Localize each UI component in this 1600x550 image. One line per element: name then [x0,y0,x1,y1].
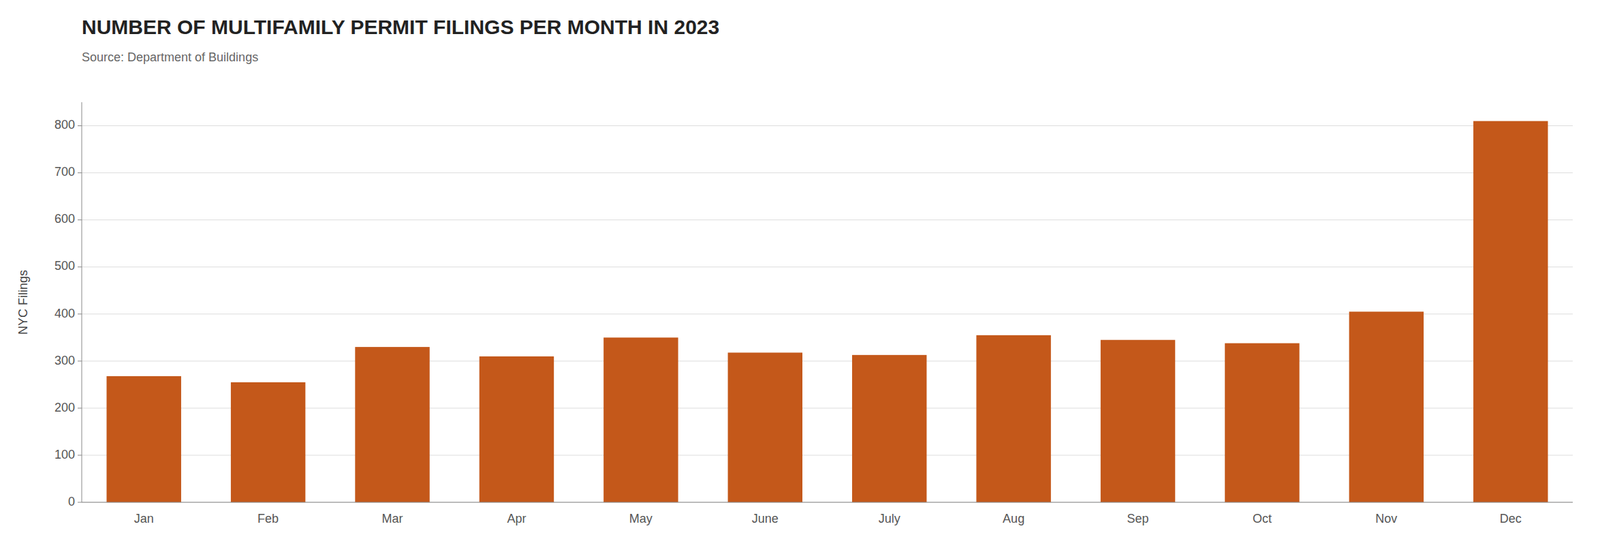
bar [479,356,554,503]
bar [354,346,430,503]
tick-mark [77,313,82,315]
background [0,0,1600,550]
bars [106,121,1548,503]
y-axis: 0 100 200 300 400 500 600 700 800 [54,102,1573,509]
tick-label: 700 [54,164,75,179]
tick-label: 0 [68,494,75,509]
tick-label: Aug [1002,511,1025,526]
tick-mark [77,172,82,174]
axis-line [81,502,1573,503]
tick-label: May [629,511,653,526]
tick-label: 800 [54,117,75,132]
tick-label: 300 [54,353,75,368]
tick-label: 100 [54,447,75,462]
grid-line [81,125,1573,127]
tick-label: 600 [54,211,75,226]
bar [852,354,927,503]
bar [728,352,803,503]
chart: NUMBER OF MULTIFAMILY PERMIT FILINGS PER… [0,0,1600,550]
title: NUMBER OF MULTIFAMILY PERMIT FILINGS PER… [81,15,720,39]
bar [230,382,306,503]
tick-label: Nov [1375,511,1398,526]
tick-mark [77,502,82,503]
bar [976,335,1051,503]
axis-line [81,102,83,503]
bar [603,337,678,503]
tick-label: Feb [257,511,279,526]
tick-label: Oct [1252,511,1272,526]
tick-mark [77,219,82,221]
tick-label: Dec [1499,511,1522,526]
tick-label: 500 [54,258,75,273]
bar [1224,343,1299,503]
tick-label: Sep [1127,511,1150,526]
tick-mark [77,407,82,409]
tick-label: June [751,511,779,526]
bar [1100,339,1175,503]
tick-label: 400 [54,306,75,321]
tick-mark [77,360,82,362]
grid-line [81,502,1573,503]
tick-label: Mar [382,511,404,526]
tick-label: Apr [506,511,526,526]
bar [1473,121,1548,503]
tick-mark [77,454,82,456]
grid-line [81,219,1573,221]
tick-label: July [878,511,901,526]
grid-line [81,172,1573,174]
bar [1349,311,1424,503]
x-axis: Jan Feb Mar Apr May June July Aug Sep Oct Nov Dec [81,502,1573,526]
axis-label: NYC Filings [16,269,30,335]
tick-mark [77,266,82,268]
subtitle: Source: Department of Buildings [81,50,259,65]
tick-label: Jan [134,511,154,526]
tick-label: 200 [54,400,75,415]
grid-line [81,266,1573,268]
bar [106,375,181,503]
tick-mark [77,125,82,127]
